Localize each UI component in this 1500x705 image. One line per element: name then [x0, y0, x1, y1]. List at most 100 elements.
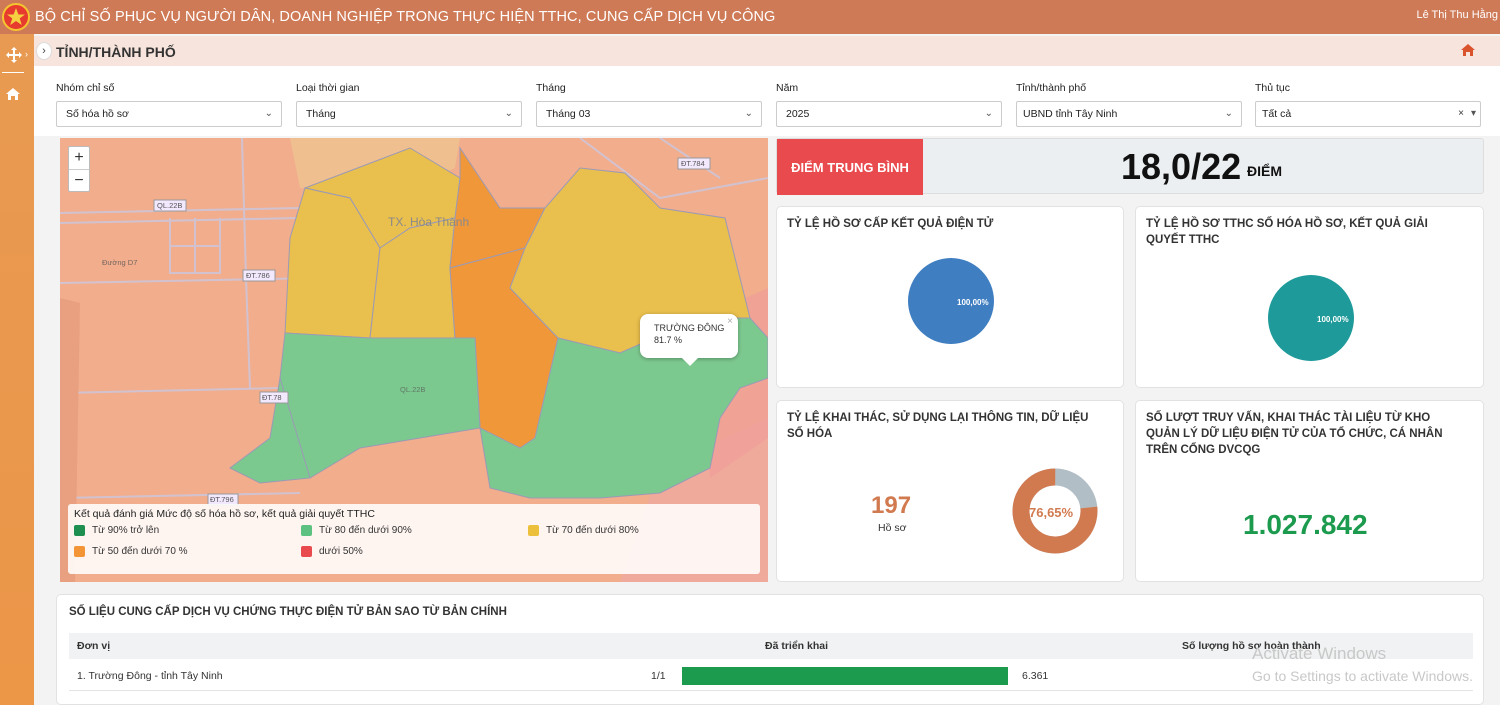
card-queries: SỐ LƯỢT TRUY VẤN, KHAI THÁC TÀI LIỆU TỪ … [1135, 400, 1484, 582]
score-value: 18,0/22 [1121, 146, 1242, 187]
home-icon[interactable] [1460, 43, 1476, 57]
move-icon[interactable] [4, 46, 24, 64]
filter-label: Tỉnh/thành phố [1016, 82, 1087, 94]
reuse-count: 197 [871, 492, 912, 519]
map-road-label: ĐT.786 [246, 271, 270, 280]
score-unit: ĐIỂM [1247, 163, 1282, 179]
select-value: Tất cả [1262, 108, 1292, 120]
select-value: Tháng [306, 108, 336, 120]
filter-month: Tháng Tháng 03 ⌄ [536, 82, 762, 127]
zoom-in-button[interactable]: + [74, 149, 84, 166]
chevron-right-icon[interactable]: › [25, 49, 28, 59]
home-icon[interactable] [5, 87, 21, 101]
score-label: ĐIỂM TRUNG BÌNH [777, 139, 923, 195]
chevron-down-icon: ⌄ [984, 108, 993, 119]
map-road-label: ĐT.78 [262, 393, 282, 402]
legend-label: Từ 90% trở lên [92, 525, 160, 536]
legend-swatch [528, 525, 539, 536]
popup-value: 81.7 % [654, 335, 683, 345]
map-road-label: ĐT.796 [210, 495, 234, 504]
choropleth-map[interactable]: QL.22B ĐT.784 ĐT.786 ĐT.78 ĐT.796 QL.22B… [60, 138, 768, 582]
reuse-count-label: Hồ sơ [878, 522, 907, 534]
legend-title: Kết quả đánh giá Mức độ số hóa hồ sơ, kế… [74, 508, 375, 520]
legend-label: Từ 70 đến dưới 80% [546, 525, 639, 536]
table-title: SỐ LIỆU CUNG CẤP DỊCH VỤ CHỨNG THỰC ĐIỆN… [69, 606, 507, 618]
chevron-right-icon: › [42, 45, 46, 57]
legend-item: Từ 90% trở lên [74, 525, 159, 536]
legend-item: dưới 50% [301, 546, 363, 557]
table-row[interactable]: 1. Trường Đông - tỉnh Tây Ninh 1/1 6.361 [69, 661, 1473, 691]
map-popup: × TRƯỜNG ĐÔNG 81.7 % [640, 314, 738, 366]
pie-data-label: 100,00% [1317, 315, 1349, 324]
indicator-group-select[interactable]: Số hóa hồ sơ ⌄ [56, 101, 282, 127]
legend-item: Từ 50 đến dưới 70 % [74, 546, 188, 557]
month-select[interactable]: Tháng 03 ⌄ [536, 101, 762, 127]
page-header: › TỈNH/THÀNH PHỐ [34, 36, 1500, 66]
legend-label: Từ 80 đến dưới 90% [319, 525, 412, 536]
year-select[interactable]: 2025 ⌄ [776, 101, 1002, 127]
card-digitized: TỶ LỆ HỒ SƠ TTHC SỐ HÓA HỒ SƠ, KẾT QUẢ G… [1135, 206, 1484, 388]
completed-cell: 6.361 [1022, 670, 1049, 682]
zoom-out-button[interactable]: − [69, 169, 89, 191]
filter-year: Năm 2025 ⌄ [776, 82, 1002, 127]
average-score-panel: ĐIỂM TRUNG BÌNH 18,0/22 ĐIỂM [776, 138, 1484, 195]
watermark-line: Go to Settings to activate Windows. [1252, 668, 1473, 684]
card-title: TỶ LỆ HỒ SƠ CẤP KẾT QUẢ ĐIỆN TỬ [787, 218, 994, 230]
rail-divider [2, 72, 24, 73]
legend-swatch [301, 546, 312, 557]
legend-swatch [301, 525, 312, 536]
column-header: Số lượng hồ sơ hoàn thành [1182, 640, 1321, 652]
page-title: TỈNH/THÀNH PHỐ [56, 44, 176, 60]
legend-item: Từ 80 đến dưới 90% [301, 525, 412, 536]
app-header: BỘ CHỈ SỐ PHỤC VỤ NGƯỜI DÂN, DOANH NGHIỆ… [0, 0, 1500, 34]
legend-swatch [74, 525, 85, 536]
close-icon[interactable]: × [727, 316, 733, 327]
filter-label: Năm [776, 82, 799, 94]
unit-cell: 1. Trường Đông - tỉnh Tây Ninh [77, 670, 223, 682]
filter-label: Thủ tục [1255, 82, 1291, 94]
filter-time-type: Loại thời gian Tháng ⌄ [296, 82, 522, 127]
user-menu[interactable]: Lê Thị Thu Hằng [1416, 9, 1498, 21]
filter-label: Nhóm chỉ số [56, 82, 115, 94]
progress-bar [682, 667, 1008, 685]
collapse-sidebar-button[interactable]: › [36, 42, 52, 60]
province-select[interactable]: UBND tỉnh Tây Ninh ⌄ [1016, 101, 1242, 127]
filter-label: Tháng [536, 82, 566, 94]
card-title: SỐ LƯỢT TRUY VẤN, KHAI THÁC TÀI LIỆU TỪ … [1146, 412, 1443, 456]
table-header: Đơn vị Đã triển khai Số lượng hồ sơ hoàn… [69, 633, 1473, 659]
card-data-reuse: TỶ LỆ KHAI THÁC, SỬ DỤNG LẠI THÔNG TIN, … [776, 400, 1124, 582]
select-value: 2025 [786, 108, 810, 120]
zoom-control: + − [68, 146, 90, 192]
map-road-label: Đường D7 [102, 258, 137, 267]
card-title: TỶ LỆ KHAI THÁC, SỬ DỤNG LẠI THÔNG TIN, … [787, 412, 1089, 440]
time-type-select[interactable]: Tháng ⌄ [296, 101, 522, 127]
donut-chart [1012, 468, 1098, 554]
legend-label: Từ 50 đến dưới 70 % [92, 546, 188, 557]
map-road-label: QL.22B [400, 385, 425, 394]
filter-indicator-group: Nhóm chỉ số Số hóa hồ sơ ⌄ [56, 82, 282, 127]
card-title: TỶ LỆ HỒ SƠ TTHC SỐ HÓA HỒ SƠ, KẾT QUẢ G… [1146, 218, 1428, 246]
map-town-label: TX. Hòa Thành [388, 215, 469, 229]
legend-label: dưới 50% [319, 546, 363, 557]
column-header: Đơn vị [77, 640, 111, 652]
clear-icon[interactable]: × [1458, 108, 1464, 119]
national-emblem-logo [2, 3, 30, 31]
select-value: Số hóa hồ sơ [66, 108, 129, 120]
pie-slice [1268, 275, 1354, 361]
watermark-line: Activate Windows [1252, 644, 1387, 663]
card-electronic-results: TỶ LỆ HỒ SƠ CẤP KẾT QUẢ ĐIỆN TỬ 100,00% [776, 206, 1124, 388]
legend-swatch [74, 546, 85, 557]
pie-chart [908, 258, 994, 344]
query-count: 1.027.842 [1243, 509, 1368, 540]
select-value: Tháng 03 [546, 108, 591, 120]
map-road-label: ĐT.784 [681, 159, 705, 168]
filter-procedure: Thủ tục Tất cả × ▾ [1255, 82, 1481, 127]
caret-down-icon: ▾ [1470, 108, 1476, 119]
procedure-select[interactable]: Tất cả × ▾ [1255, 101, 1481, 127]
pie-data-label: 100,00% [957, 298, 989, 307]
e-certification-table-card: SỐ LIỆU CUNG CẤP DỊCH VỤ CHỨNG THỰC ĐIỆN… [56, 594, 1484, 705]
pie-slice [908, 258, 994, 344]
map-road-label: QL.22B [157, 201, 182, 210]
progress-bar-fill [682, 667, 1008, 685]
chevron-down-icon: ⌄ [264, 108, 273, 119]
